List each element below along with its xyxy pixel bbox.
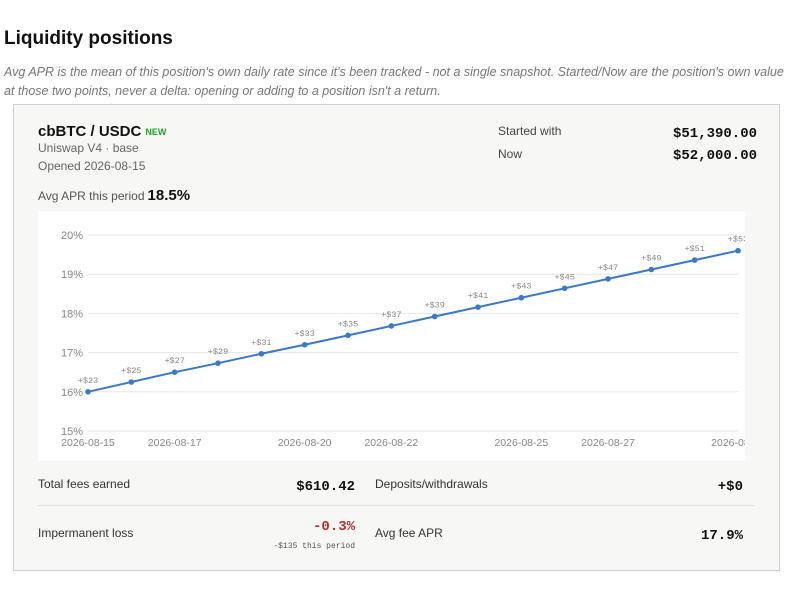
opened-date: Opened 2026-08-15 bbox=[38, 159, 146, 173]
x-tick-label: 2026-08-27 bbox=[581, 437, 635, 449]
page-description: Avg APR is the mean of this position's o… bbox=[4, 65, 784, 98]
data-point bbox=[215, 360, 221, 366]
data-point bbox=[735, 247, 741, 254]
new-badge: NEW bbox=[145, 127, 167, 137]
position-card: cbBTC / USDC NEW Uniswap V4 · base Opened… bbox=[13, 104, 780, 571]
page-title: Liquidity positions bbox=[4, 28, 173, 49]
apr-line-chart: 15% 16% 17% 18% 19% 20% 2026-08-15 2026-08-17 20… bbox=[61, 230, 745, 449]
protocol-line: Uniswap V4 · base bbox=[38, 141, 139, 155]
il-note: -$135 this period bbox=[273, 542, 355, 551]
started-value: $51,390.00 bbox=[672, 126, 757, 142]
data-label: +$49 bbox=[641, 253, 661, 263]
data-point bbox=[691, 257, 698, 263]
fees-value: $610.42 bbox=[296, 479, 355, 495]
now-value: $52,000.00 bbox=[672, 148, 757, 164]
fees-label: Total fees earned bbox=[38, 477, 131, 491]
data-point bbox=[475, 304, 481, 310]
y-tick-label: 20% bbox=[61, 230, 83, 242]
il-label: Impermanent loss bbox=[38, 526, 134, 540]
data-label: +$25 bbox=[121, 366, 141, 376]
il-value: -0.3% bbox=[312, 519, 355, 535]
data-point bbox=[128, 379, 135, 385]
avg-apr: Avg APR this period 18.5% bbox=[38, 187, 190, 204]
data-point bbox=[518, 294, 525, 301]
apr-chart: 15% 16% 17% 18% 19% 20% 2026-08-15 2026-08-17 20… bbox=[38, 211, 745, 461]
y-tick-label: 16% bbox=[61, 387, 83, 399]
x-tick-label: 2026-08-15 bbox=[61, 437, 115, 449]
data-label: +$27 bbox=[164, 356, 184, 366]
avg-apr-label: Avg APR this period bbox=[38, 189, 145, 203]
fee-apr-value: 17.9% bbox=[700, 528, 743, 544]
data-label: +$29 bbox=[208, 347, 228, 357]
data-point bbox=[301, 341, 308, 348]
data-point bbox=[171, 369, 178, 375]
y-tick-label: 15% bbox=[61, 426, 83, 438]
data-point bbox=[431, 313, 438, 320]
data-point bbox=[561, 285, 568, 292]
data-label: +$35 bbox=[338, 319, 358, 329]
now-label: Now bbox=[498, 147, 523, 161]
data-label: +$53 bbox=[728, 235, 745, 245]
x-tick-label: 2026-08-17 bbox=[148, 437, 202, 449]
data-label: +$51 bbox=[684, 244, 704, 254]
stats-divider bbox=[38, 505, 754, 506]
data-label: +$31 bbox=[251, 338, 271, 348]
x-tick-label: 2026-08-20 bbox=[278, 437, 332, 449]
started-label: Started with bbox=[498, 124, 562, 138]
y-tick-label: 19% bbox=[61, 269, 83, 281]
data-label: +$41 bbox=[468, 291, 488, 301]
data-point bbox=[605, 276, 611, 282]
x-tick-label: 2026-08-30 bbox=[711, 437, 745, 449]
y-tick-label: 17% bbox=[61, 348, 83, 360]
deposits-value: +$0 bbox=[717, 479, 743, 495]
avg-apr-value: 18.5% bbox=[147, 187, 191, 204]
data-label: +$33 bbox=[294, 329, 314, 339]
data-label: +$39 bbox=[424, 301, 444, 311]
data-label: +$45 bbox=[554, 272, 574, 282]
pair-label: cbBTC / USDC bbox=[38, 123, 142, 140]
data-point bbox=[345, 332, 351, 339]
fee-apr-label: Avg fee APR bbox=[375, 526, 443, 540]
pair-name: cbBTC / USDC NEW bbox=[38, 123, 166, 140]
data-point bbox=[85, 389, 91, 395]
data-point bbox=[258, 350, 265, 357]
x-tick-label: 2026-08-22 bbox=[364, 437, 418, 449]
data-label: +$47 bbox=[598, 263, 618, 273]
data-label: +$23 bbox=[78, 376, 98, 386]
data-point bbox=[388, 323, 395, 329]
deposits-label: Deposits/withdrawals bbox=[375, 477, 488, 491]
y-tick-label: 18% bbox=[61, 308, 83, 320]
data-label: +$37 bbox=[381, 310, 401, 320]
x-tick-label: 2026-08-25 bbox=[494, 437, 548, 449]
data-label: +$43 bbox=[511, 282, 531, 292]
data-point bbox=[648, 266, 655, 273]
series-line bbox=[87, 249, 739, 393]
